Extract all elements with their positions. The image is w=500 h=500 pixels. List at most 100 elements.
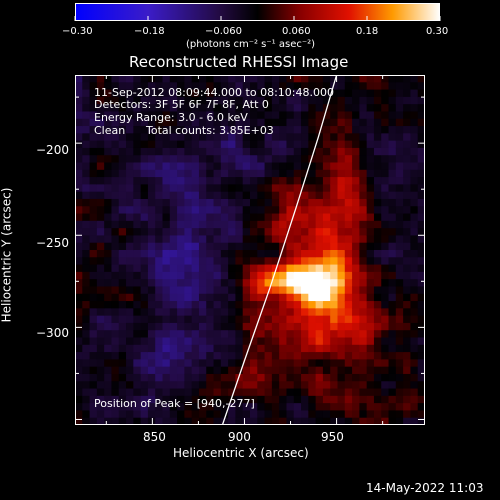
heatmap-cell bbox=[264, 366, 273, 375]
heatmap-cell bbox=[111, 75, 120, 83]
heatmap-cell bbox=[308, 126, 317, 134]
heatmap-cell bbox=[395, 257, 404, 266]
heatmap-cell bbox=[359, 111, 368, 120]
heatmap-cell bbox=[359, 75, 368, 83]
heatmap-cell bbox=[301, 96, 309, 105]
heatmap-cell bbox=[381, 410, 390, 419]
heatmap-cell bbox=[191, 330, 200, 339]
solar-limb-line bbox=[221, 75, 338, 425]
heatmap-cell bbox=[162, 315, 171, 324]
heatmap-cell bbox=[395, 279, 404, 288]
heatmap-cell bbox=[381, 301, 390, 309]
heatmap-cell bbox=[344, 337, 353, 346]
heatmap-cell bbox=[337, 352, 346, 360]
heatmap-cell bbox=[198, 250, 207, 258]
heatmap-cell bbox=[198, 191, 207, 200]
heatmap-cell bbox=[89, 155, 98, 164]
heatmap-cell bbox=[279, 118, 288, 127]
heatmap-cell bbox=[381, 169, 390, 178]
heatmap-cell bbox=[133, 147, 142, 156]
heatmap-cell bbox=[315, 395, 324, 404]
heatmap-cell bbox=[220, 191, 229, 200]
heatmap-cell bbox=[206, 82, 215, 91]
heatmap-cell bbox=[264, 133, 273, 142]
heatmap-cell bbox=[337, 301, 346, 309]
energy-range-annotation: Energy Range: 3.0 - 6.0 keV bbox=[94, 111, 248, 124]
heatmap-cell bbox=[155, 395, 164, 404]
heatmap-cell bbox=[82, 344, 91, 353]
heatmap-cell bbox=[140, 395, 149, 404]
heatmap-cell bbox=[366, 242, 375, 251]
heatmap-cell bbox=[337, 198, 346, 207]
heatmap-cell bbox=[344, 206, 353, 215]
heatmap-cell bbox=[213, 162, 222, 171]
heatmap-cell bbox=[147, 198, 156, 207]
heatmap-cell bbox=[104, 403, 113, 412]
heatmap-cell bbox=[155, 293, 164, 302]
heatmap-cell bbox=[293, 155, 302, 164]
heatmap-cell bbox=[257, 293, 266, 302]
heatmap-cell bbox=[126, 228, 134, 237]
heatmap-cell bbox=[198, 89, 207, 98]
heatmap-cell bbox=[403, 381, 412, 390]
heatmap-cell bbox=[235, 118, 244, 127]
heatmap-cell bbox=[344, 286, 353, 295]
heatmap-cell bbox=[293, 242, 302, 251]
heatmap-cell bbox=[388, 344, 397, 353]
heatmap-cell bbox=[337, 111, 346, 120]
heatmap-cell bbox=[96, 104, 105, 113]
heatmap-cell bbox=[220, 395, 229, 404]
heatmap-cell bbox=[417, 373, 425, 382]
heatmap-cell bbox=[417, 162, 425, 171]
heatmap-cell bbox=[198, 417, 207, 425]
heatmap-cell bbox=[111, 220, 120, 229]
heatmap-cell bbox=[184, 184, 193, 193]
heatmap-cell bbox=[271, 403, 280, 412]
heatmap-cell bbox=[169, 373, 178, 382]
heatmap-cell bbox=[235, 235, 244, 244]
heatmap-cell bbox=[82, 264, 91, 273]
heatmap-cell bbox=[228, 126, 237, 134]
heatmap-cell bbox=[286, 279, 295, 288]
heatmap-cell bbox=[352, 395, 360, 404]
heatmap-cell bbox=[133, 126, 142, 134]
heatmap-cell bbox=[388, 293, 397, 302]
heatmap-cell bbox=[140, 315, 149, 324]
heatmap-cell bbox=[395, 147, 404, 156]
heatmap-cell bbox=[395, 395, 404, 404]
heatmap-cell bbox=[293, 417, 302, 425]
heatmap-cell bbox=[308, 373, 317, 382]
heatmap-cell bbox=[140, 264, 149, 273]
heatmap-cell bbox=[301, 191, 309, 200]
heatmap-cell bbox=[82, 366, 91, 375]
heatmap-cell bbox=[410, 82, 419, 91]
heatmap-cell bbox=[257, 147, 266, 156]
heatmap-cell bbox=[359, 89, 368, 98]
heatmap-cell bbox=[228, 359, 237, 368]
heatmap-cell bbox=[140, 89, 149, 98]
heatmap-cell bbox=[206, 388, 215, 397]
heatmap-cell bbox=[96, 184, 105, 193]
heatmap-cell bbox=[315, 308, 324, 317]
heatmap-cell bbox=[337, 330, 346, 339]
heatmap-cell bbox=[82, 140, 91, 149]
heatmap-cell bbox=[388, 191, 397, 200]
heatmap-cell bbox=[279, 366, 288, 375]
heatmap-cell bbox=[177, 366, 185, 375]
heatmap-cell bbox=[147, 337, 156, 346]
heatmap-cell bbox=[373, 279, 382, 288]
heatmap-cell bbox=[235, 388, 244, 397]
heatmap-cell bbox=[242, 126, 251, 134]
heatmap-cell bbox=[257, 89, 266, 98]
heatmap-cell bbox=[96, 286, 105, 295]
heatmap-cell bbox=[206, 155, 215, 164]
heatmap-cell bbox=[381, 366, 390, 375]
heatmap-cell bbox=[344, 301, 353, 309]
heatmap-cell bbox=[344, 220, 353, 229]
heatmap-cell bbox=[250, 220, 258, 229]
heatmap-cell bbox=[191, 155, 200, 164]
heatmap-cell bbox=[228, 410, 237, 419]
heatmap-cell bbox=[118, 271, 127, 280]
heatmap-cell bbox=[198, 301, 207, 309]
heatmap-cell bbox=[177, 228, 185, 237]
